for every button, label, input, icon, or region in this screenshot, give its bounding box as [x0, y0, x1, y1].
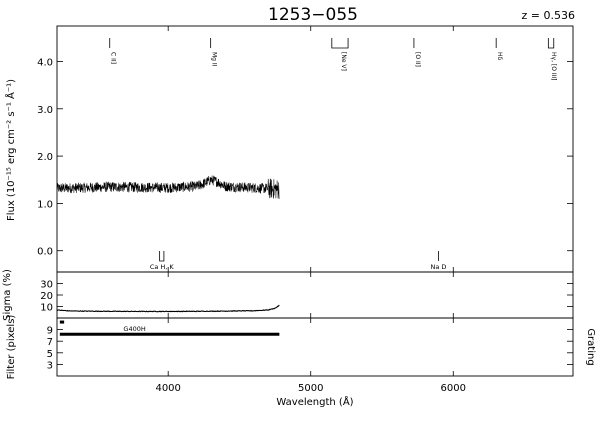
chart-title: 1253−055	[268, 5, 358, 25]
flux-axis-label: Flux (10⁻¹⁵ erg cm⁻² s⁻¹ Å⁻¹)	[4, 79, 17, 221]
sigma-line	[56, 304, 280, 313]
filter-y-tick-label: 3	[47, 360, 53, 371]
filter-y-tick-label: 7	[47, 337, 53, 348]
grating-bar	[59, 332, 280, 336]
emission-line-label: [Ne V]	[340, 52, 347, 71]
x-axis-ticks: 4000 5000 6000	[155, 26, 466, 394]
sigma-axis-label: Sigma (%)	[2, 269, 13, 321]
flux-y-tick-label: 3.0	[37, 105, 53, 116]
x-tick-label: 6000	[441, 383, 466, 394]
flux-spectrum-line	[56, 175, 280, 200]
filter-bars: G400H	[59, 320, 280, 336]
x-tick-label: 4000	[155, 383, 180, 394]
filter-y-tick-label: 9	[47, 326, 53, 337]
emission-line-bracket	[547, 38, 555, 49]
flux-axis-ticks: 0.0 1.0 2.0 3.0 4.0	[37, 57, 573, 258]
emission-line-label: Mg II	[211, 52, 218, 67]
grating-bar-label: G400H	[123, 325, 145, 333]
spectral-line-markers: C II] Mg II [Ne V] [O II] Hδ Hγ, [O III] Ca H,…	[109, 38, 557, 271]
emission-line-label: C II]	[110, 52, 117, 64]
emission-line-bracket	[331, 38, 349, 49]
redshift-label: z = 0.536	[522, 9, 575, 22]
flux-y-tick-label: 4.0	[37, 57, 53, 68]
flux-y-tick-label: 1.0	[37, 199, 53, 210]
absorption-line-label: Ca H, K	[150, 263, 175, 271]
absorption-line-label: Na D	[430, 263, 446, 271]
emission-line-label: [O II]	[414, 52, 421, 67]
flux-series	[56, 175, 280, 200]
flux-y-tick-label: 2.0	[37, 152, 53, 163]
flux-panel-frame	[56, 25, 574, 273]
x-tick-label: 5000	[298, 383, 323, 394]
flux-y-tick-label: 0.0	[37, 247, 53, 258]
sigma-series	[56, 304, 280, 313]
absorption-line-bracket	[159, 251, 165, 262]
filter-bar	[59, 320, 65, 324]
sigma-y-tick-label: 10	[40, 303, 53, 314]
sigma-axis-label-word: Sigma (%)	[2, 269, 13, 321]
sigma-y-tick-label: 20	[40, 291, 53, 302]
emission-line-label: Hδ	[496, 52, 503, 61]
x-axis-label: Wavelength (Å)	[276, 395, 353, 408]
grating-axis-label: Grating	[585, 328, 596, 365]
filter-panel-frame	[56, 317, 574, 377]
filter-axis-label: Filter (pixels)	[6, 315, 17, 380]
filter-y-tick-label: 5	[47, 349, 53, 360]
sigma-y-tick-label: 30	[40, 280, 53, 291]
emission-line-label: Hγ, [O III]	[550, 52, 557, 81]
